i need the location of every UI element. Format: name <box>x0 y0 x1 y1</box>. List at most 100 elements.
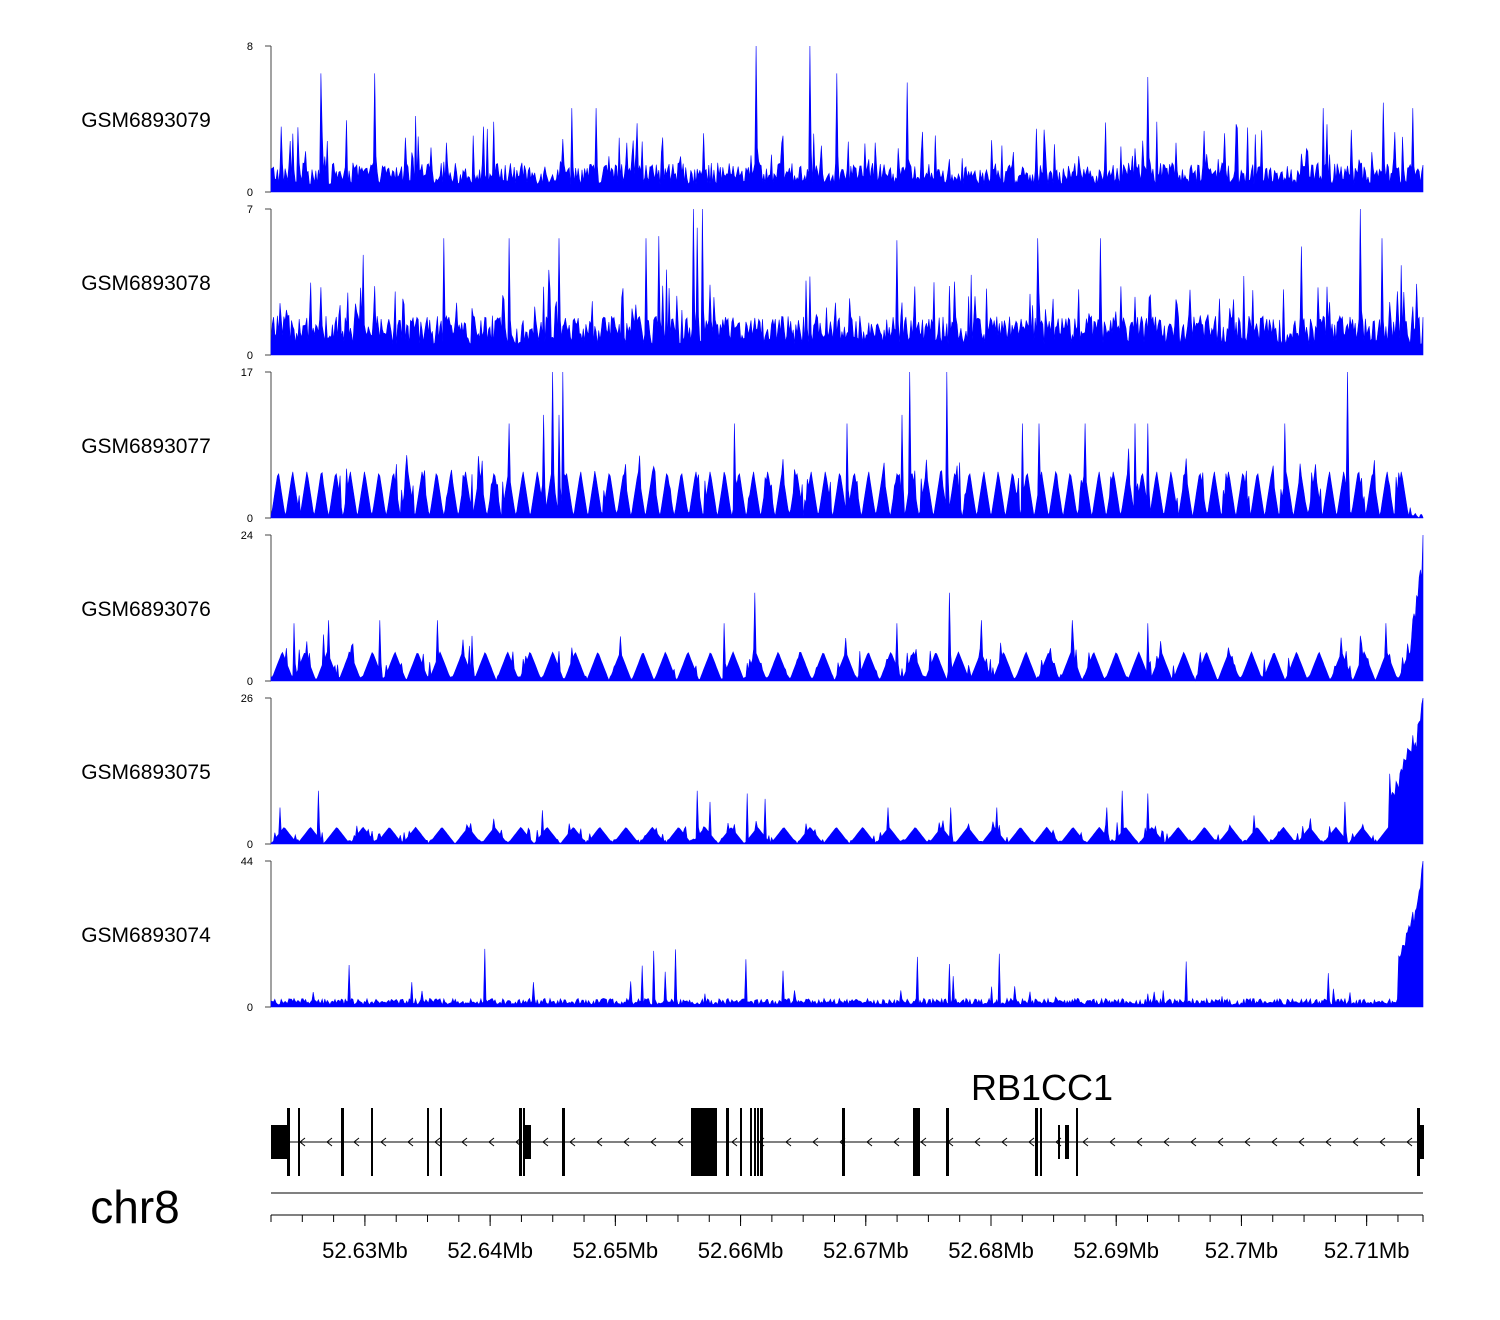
track-label: GSM6893079 <box>81 109 211 132</box>
strand-arrow <box>1379 1137 1386 1147</box>
gene-exon <box>754 1108 756 1176</box>
axis-tick-label: 52.65Mb <box>573 1238 659 1263</box>
strand-arrow <box>1352 1137 1359 1147</box>
gene-exon <box>562 1108 565 1176</box>
gene-exon <box>1035 1108 1038 1176</box>
y-axis-min-label: 0 <box>247 513 253 525</box>
strand-arrow <box>1028 1137 1035 1147</box>
genome-axis: chr8 52.63Mb 52.64Mb 52.65Mb 52.66Mb 52.67Mb… <box>90 1181 1424 1263</box>
gene-model-track: RB1CC1 <box>271 1067 1424 1176</box>
axis-tick-label: 52.68Mb <box>948 1238 1034 1263</box>
gene-exon <box>1417 1108 1420 1176</box>
track-label: GSM6893075 <box>81 761 211 784</box>
gene-exon <box>1058 1125 1060 1159</box>
strand-arrow <box>1109 1137 1116 1147</box>
gene-exon <box>740 1108 742 1176</box>
gene-exon <box>1065 1125 1069 1159</box>
y-axis-min-label: 0 <box>247 187 253 199</box>
gene-exon <box>519 1108 522 1176</box>
axis-tick-label: 52.67Mb <box>823 1238 909 1263</box>
strand-arrow <box>1271 1137 1278 1147</box>
gene-exon <box>691 1108 717 1176</box>
strand-arrow <box>812 1137 819 1147</box>
track-GSM6893078: GSM6893078 7 0 <box>81 204 1424 362</box>
gene-exon <box>946 1108 949 1176</box>
track-label: GSM6893078 <box>81 272 211 295</box>
strand-arrow <box>1001 1137 1008 1147</box>
y-axis-max-label: 26 <box>241 693 253 705</box>
coverage-area <box>270 860 1424 1008</box>
coverage-tracks: GSM689307980GSM689307870GSM6893077170GSM… <box>81 41 1424 1014</box>
gene-exon <box>726 1108 729 1176</box>
y-axis-max-label: 7 <box>247 204 253 216</box>
strand-arrow <box>974 1137 981 1147</box>
axis-tick-label: 52.64Mb <box>447 1238 533 1263</box>
strand-arrow <box>488 1137 495 1147</box>
strand-arrow <box>1406 1137 1413 1147</box>
strand-arrow <box>326 1137 333 1147</box>
gene-exon <box>298 1108 300 1176</box>
strand-arrow <box>569 1137 576 1147</box>
strand-arrow <box>920 1137 927 1147</box>
gene-exon <box>440 1108 442 1176</box>
strand-arrow <box>1217 1137 1224 1147</box>
gene-exon <box>760 1108 763 1176</box>
gene-exon <box>913 1108 920 1176</box>
coverage-area <box>270 45 1424 193</box>
axis-tick-label: 52.7Mb <box>1205 1238 1278 1263</box>
gene-exon <box>757 1108 759 1176</box>
y-axis-min-label: 0 <box>247 1002 253 1014</box>
strand-arrow <box>731 1137 738 1147</box>
gene-exon <box>427 1108 429 1176</box>
gene-exon <box>271 1125 288 1159</box>
coverage-area <box>270 208 1424 356</box>
strand-arrow <box>866 1137 873 1147</box>
strand-arrow <box>461 1137 468 1147</box>
track-label: GSM6893077 <box>81 435 211 458</box>
axis-tick-label: 52.63Mb <box>322 1238 408 1263</box>
gene-exon <box>287 1108 290 1176</box>
coverage-area <box>270 697 1424 845</box>
strand-arrow <box>407 1137 414 1147</box>
track-GSM6893076: GSM6893076 24 0 <box>81 530 1424 688</box>
y-axis-min-label: 0 <box>247 676 253 688</box>
axis-tick-label: 52.66Mb <box>698 1238 784 1263</box>
strand-arrow <box>785 1137 792 1147</box>
strand-arrow <box>1136 1137 1143 1147</box>
gene-exon <box>525 1125 531 1159</box>
gene-exon <box>1419 1125 1424 1159</box>
y-axis-max-label: 8 <box>247 41 253 53</box>
gene-exon <box>371 1108 373 1176</box>
y-axis-min-label: 0 <box>247 350 253 362</box>
track-label: GSM6893076 <box>81 598 211 621</box>
strand-arrow <box>1082 1137 1089 1147</box>
axis-tick-label: 52.69Mb <box>1073 1238 1159 1263</box>
strand-arrow <box>1244 1137 1251 1147</box>
strand-arrow <box>1163 1137 1170 1147</box>
strand-arrow <box>1190 1137 1197 1147</box>
gene-exon <box>1040 1108 1042 1176</box>
strand-arrow <box>1298 1137 1305 1147</box>
coverage-area <box>270 534 1424 682</box>
strand-arrow <box>650 1137 657 1147</box>
strand-arrow <box>596 1137 603 1147</box>
y-axis-max-label: 24 <box>241 530 253 542</box>
strand-arrow <box>380 1137 387 1147</box>
y-axis-max-label: 17 <box>241 367 253 379</box>
track-label: GSM6893074 <box>81 924 211 947</box>
strand-arrow <box>1325 1137 1332 1147</box>
chromosome-label: chr8 <box>90 1181 179 1233</box>
y-axis-min-label: 0 <box>247 839 253 851</box>
coverage-area <box>270 371 1424 519</box>
strand-arrow <box>677 1137 684 1147</box>
track-GSM6893074: GSM6893074 44 0 <box>81 856 1424 1014</box>
track-GSM6893079: GSM6893079 8 0 <box>81 41 1424 199</box>
gene-exon <box>750 1108 752 1176</box>
y-axis-max-label: 44 <box>241 856 253 868</box>
strand-arrow <box>893 1137 900 1147</box>
gene-exon <box>842 1108 845 1176</box>
strand-arrow <box>353 1137 360 1147</box>
gene-exon <box>341 1108 344 1176</box>
strand-arrow <box>542 1137 549 1147</box>
